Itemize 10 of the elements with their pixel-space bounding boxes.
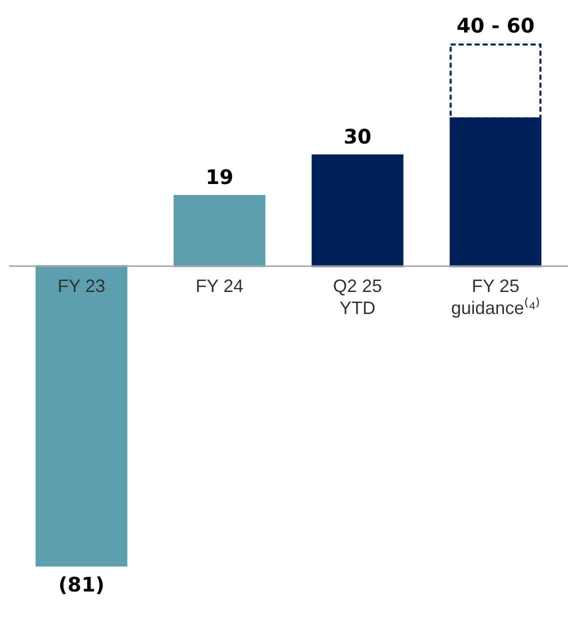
data-label: 30 [344,124,372,148]
x-tick-label: Q2 25 YTD [332,276,382,318]
data-label: 19 [206,164,234,189]
bar [36,265,128,566]
x-tick-label: FY 25 guidance⁽⁴⁾ [451,276,540,318]
x-tick-label: FY 23 [58,276,106,296]
bar [174,194,266,268]
data-label: (81) [58,572,105,596]
annotation: 40 - 60 [456,13,534,38]
x-tick-label: FY 24 [196,276,244,296]
